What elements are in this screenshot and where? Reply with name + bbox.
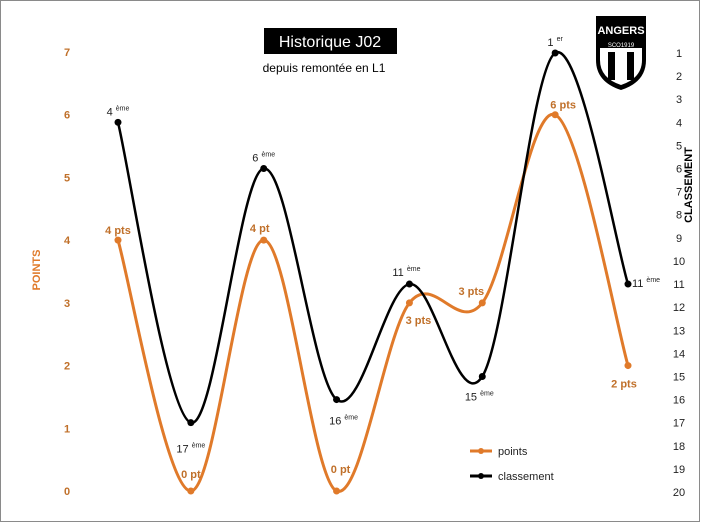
right-tick-label: 2 [676, 71, 682, 83]
point-marker [187, 419, 195, 427]
right-tick-label: 16 [673, 395, 685, 407]
legend-label-classement: classement [498, 471, 554, 483]
point-marker [260, 236, 268, 244]
chart-subtitle: depuis remontée en L1 [263, 61, 386, 75]
point-marker [551, 111, 559, 119]
series-line-classement [116, 51, 630, 424]
right-tick-label: 10 [673, 256, 685, 268]
left-tick-label: 0 [64, 486, 70, 498]
point-marker [187, 487, 195, 495]
right-axis-title: CLASSEMENT [683, 147, 695, 223]
right-tick-label: 13 [673, 325, 685, 337]
data-label-points: 3 pts [406, 315, 432, 327]
data-label-classement: 16 ème [329, 415, 358, 428]
left-tick-label: 5 [64, 172, 70, 184]
data-label-classement: 1 er [547, 36, 563, 49]
title-box [264, 28, 397, 54]
data-label-points: 2 pts [611, 379, 637, 391]
right-tick-label: 17 [673, 418, 685, 430]
data-label-classement: 11 ème [392, 266, 420, 279]
right-tick-label: 6 [676, 164, 682, 176]
data-labels: 4 pts 0 pt 4 pt 0 pt 3 pts 3 pts 6 pts 2 pts 4 è… [105, 36, 660, 481]
point-marker [551, 49, 559, 57]
data-label-points: 4 pt [250, 223, 270, 235]
series-line-points [116, 113, 630, 493]
logo-band [600, 40, 642, 48]
legend-label-points: points [498, 446, 528, 458]
logo-stripe [627, 52, 634, 80]
point-marker [333, 396, 341, 404]
logo-stripe [608, 52, 615, 80]
legend-marker-classement [478, 473, 484, 479]
data-label-classement: 11 ème [632, 277, 660, 290]
data-label-classement: 17 ème [176, 443, 205, 456]
left-tick-label: 3 [64, 298, 70, 310]
data-label-classement: 15 ème [465, 390, 494, 403]
legend-marker-points [478, 448, 484, 454]
left-tick-label: 7 [64, 47, 70, 59]
left-tick-label: 1 [64, 423, 70, 435]
right-tick-label: 11 [673, 279, 684, 291]
right-tick-label: 14 [673, 348, 685, 360]
point-marker [405, 299, 413, 307]
right-tick-label: 4 [676, 117, 682, 129]
points-markers [114, 111, 632, 495]
data-label-points: 0 pt [181, 469, 201, 481]
left-tick-label: 6 [64, 110, 70, 122]
right-tick-label: 20 [673, 487, 685, 499]
left-tick-label: 2 [64, 361, 70, 373]
data-label-classement: 4 ème [107, 105, 130, 118]
point-marker [624, 362, 632, 370]
legend: points classement [470, 446, 554, 483]
left-axis-ticks: 0 1 2 3 4 5 6 7 [64, 47, 71, 498]
point-marker [624, 280, 632, 288]
data-label-points: 6 pts [550, 100, 576, 112]
right-tick-label: 7 [676, 187, 682, 199]
point-marker [405, 280, 413, 288]
point-marker [478, 372, 486, 380]
point-marker [260, 165, 268, 173]
right-tick-label: 3 [676, 94, 682, 106]
right-tick-label: 15 [673, 371, 685, 383]
right-tick-label: 5 [676, 140, 682, 152]
classement-markers [114, 49, 632, 427]
angers-logo: ANGERS SCO1919 [596, 16, 646, 90]
right-tick-label: 8 [676, 210, 682, 222]
logo-subtext: SCO1919 [608, 43, 635, 49]
left-tick-label: 4 [64, 235, 71, 247]
data-label-classement: 6 ème [252, 152, 275, 165]
point-marker [114, 236, 122, 244]
point-marker [478, 299, 486, 307]
right-tick-label: 19 [673, 464, 685, 476]
point-marker [114, 118, 122, 126]
data-label-points: 0 pt [331, 464, 351, 476]
chart-title: Historique J02 [279, 34, 381, 51]
logo-text: ANGERS [597, 25, 644, 37]
right-tick-label: 18 [673, 441, 685, 453]
right-tick-label: 12 [673, 302, 685, 314]
right-tick-label: 1 [676, 48, 682, 60]
data-label-points: 4 pts [105, 225, 131, 237]
data-label-points: 3 pts [458, 286, 484, 298]
right-tick-label: 9 [676, 233, 682, 245]
point-marker [333, 487, 341, 495]
left-axis-title: POINTS [31, 250, 43, 291]
